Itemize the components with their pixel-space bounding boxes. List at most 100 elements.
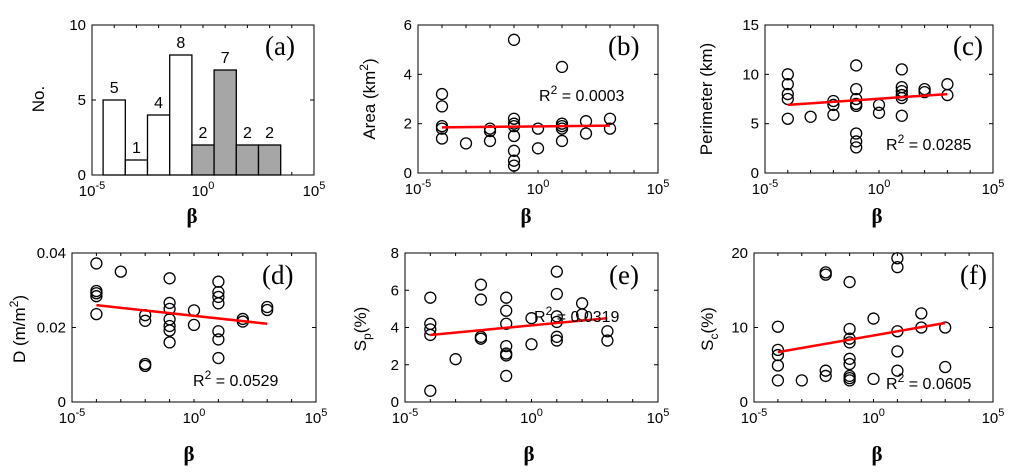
panel-c-x-tick-label: 100 bbox=[868, 178, 891, 198]
panel-c-x-tick-label: 105 bbox=[982, 178, 1005, 198]
panel-b-y-label-main: Area (km bbox=[360, 71, 379, 140]
panel-f-data-point bbox=[843, 336, 856, 349]
panel-d-y-label-close: ) bbox=[10, 295, 29, 301]
panel-e-data-point bbox=[525, 338, 538, 351]
panel-e-data-point bbox=[601, 325, 614, 338]
panel-b-r2-r: R bbox=[539, 88, 551, 105]
panel-d-x-tick-label: 105 bbox=[305, 407, 328, 427]
panel-b-x-tick-label: 100 bbox=[527, 178, 550, 198]
panel-e-x-tick-label: 100 bbox=[520, 407, 543, 427]
panel-b-data-point bbox=[531, 122, 545, 135]
panel-f-data-point bbox=[915, 307, 928, 320]
panel-d-x-axis-label: β bbox=[183, 442, 194, 466]
panel-b-x-tick-label-base: 10 bbox=[647, 181, 664, 198]
panel-a-bar bbox=[169, 54, 193, 176]
panel-a-y-tick-label: 5 bbox=[78, 92, 86, 109]
panel-f-x-tick-label-exponent: 5 bbox=[998, 407, 1004, 419]
panel-d-data-point bbox=[139, 359, 152, 373]
panel-e-data-point bbox=[550, 265, 563, 278]
panel-a-bar bbox=[213, 69, 237, 176]
panel-e-r2-r: R bbox=[534, 309, 546, 326]
panel-e-y-label-subscript: p bbox=[360, 333, 374, 340]
panel-e-data-point bbox=[500, 339, 513, 353]
panel-e-x-tick-label-exponent: 0 bbox=[537, 407, 543, 419]
panel-c-label: (c) bbox=[953, 31, 983, 61]
panel-f-y-label-s: S bbox=[698, 340, 717, 351]
panel-a-x-tick-label-exponent: 0 bbox=[208, 180, 214, 192]
panel-c-data-point bbox=[895, 88, 908, 102]
panel-a-x-tick-label-exponent: 5 bbox=[319, 180, 325, 192]
panel-e-data-point bbox=[601, 334, 614, 347]
panel-d-data-point bbox=[90, 307, 103, 321]
panel-c-r2-value: = 0.0285 bbox=[904, 137, 971, 154]
panel-c-r2-annotation: R2 = 0.0285 bbox=[886, 132, 972, 154]
panel-c-x-axis-label: β bbox=[871, 204, 882, 228]
panel-d-data-point bbox=[163, 296, 176, 310]
panel-d-data-point bbox=[261, 303, 274, 317]
panel-b-r2-value: = 0.0003 bbox=[557, 88, 624, 105]
panel-e-x-tick-label-base: 10 bbox=[520, 410, 537, 427]
panel-d-x-tick-label: 100 bbox=[183, 407, 206, 427]
panel-d-r2-r: R bbox=[193, 373, 205, 390]
panel-e-x-axis-label: β bbox=[523, 442, 534, 466]
panel-f-data-point bbox=[795, 374, 808, 387]
panel-f-x-tick-label-base: 10 bbox=[982, 410, 999, 427]
panel-f-data-point bbox=[843, 322, 856, 336]
panel-c-x-tick-label-exponent: 0 bbox=[884, 178, 890, 190]
panel-a-bar bbox=[257, 144, 282, 176]
panel-b-r2-annotation: R2 = 0.0003 bbox=[539, 83, 625, 105]
panel-b-r2-exponent: 2 bbox=[551, 83, 558, 97]
panel-b-data-point bbox=[435, 87, 449, 101]
panel-f-r2-value: = 0.0605 bbox=[904, 376, 971, 393]
panel-e-y-tick-label: 4 bbox=[391, 320, 399, 337]
panel-b-data-point bbox=[507, 112, 521, 125]
panel-b-y-tick-label: 2 bbox=[404, 116, 412, 133]
panel-a-bar-value-label: 7 bbox=[221, 50, 230, 67]
panel-b-y-axis-label: Area (km2) bbox=[357, 58, 379, 139]
panel-d-y-tick-label: 0 bbox=[58, 394, 66, 411]
panel-a-bar-value-label: 1 bbox=[132, 140, 141, 157]
panel-f-x-tick-label-exponent: -5 bbox=[757, 407, 767, 419]
panel-b-label: (b) bbox=[608, 31, 639, 61]
panel-a-y-tick-label: 0 bbox=[78, 167, 86, 184]
panel-e-y-tick-label: 8 bbox=[391, 245, 399, 262]
panel-d-r2-value: = 0.0529 bbox=[211, 373, 278, 390]
panel-b-x-axis-label: β bbox=[520, 204, 531, 228]
panel-d-data-point bbox=[163, 324, 176, 337]
panel-f-data-point bbox=[939, 360, 952, 374]
panel-d-data-point bbox=[212, 297, 225, 310]
panel-b-x-tick-label-exponent: 0 bbox=[543, 178, 549, 190]
panel-f-x-tick-label-exponent: 0 bbox=[879, 407, 885, 419]
panel-e-data-point bbox=[500, 291, 513, 304]
panel-d-x-tick-label-base: 10 bbox=[59, 410, 76, 427]
panel-a-bar bbox=[191, 144, 215, 176]
panel-d-data-point bbox=[114, 265, 127, 278]
panel-d-y-label-exponent: 2 bbox=[7, 300, 21, 307]
panel-a-x-tick-label: 10-5 bbox=[79, 180, 105, 200]
panel-d-data-point bbox=[90, 287, 103, 300]
panel-b-data-point bbox=[531, 142, 545, 155]
panel-e-data-point bbox=[525, 312, 538, 325]
panel-c-data-point bbox=[781, 78, 794, 91]
panel-d-fit-line bbox=[96, 303, 268, 326]
panel-a-bar bbox=[124, 159, 149, 176]
panel-b-data-point bbox=[603, 112, 617, 125]
panel-c-data-point bbox=[781, 87, 794, 101]
panel-b-data-point bbox=[507, 154, 521, 167]
panel-b-data-point bbox=[483, 134, 497, 148]
panel-a-label: (a) bbox=[265, 31, 295, 61]
panel-d-y-tick-label: 0.04 bbox=[37, 245, 66, 262]
panel-b-x-tick-label-exponent: 5 bbox=[663, 178, 669, 190]
panel-f-x-tick-label-base: 10 bbox=[862, 410, 879, 427]
panel-e-data-point bbox=[575, 297, 589, 310]
panel-d-y-tick-label: 0.02 bbox=[37, 320, 66, 337]
panel-f-data-point bbox=[891, 364, 904, 377]
panel-c-x-tick-label-base: 10 bbox=[868, 181, 885, 198]
panel-c-data-point bbox=[941, 78, 954, 91]
panel-e-data-point bbox=[474, 332, 488, 345]
